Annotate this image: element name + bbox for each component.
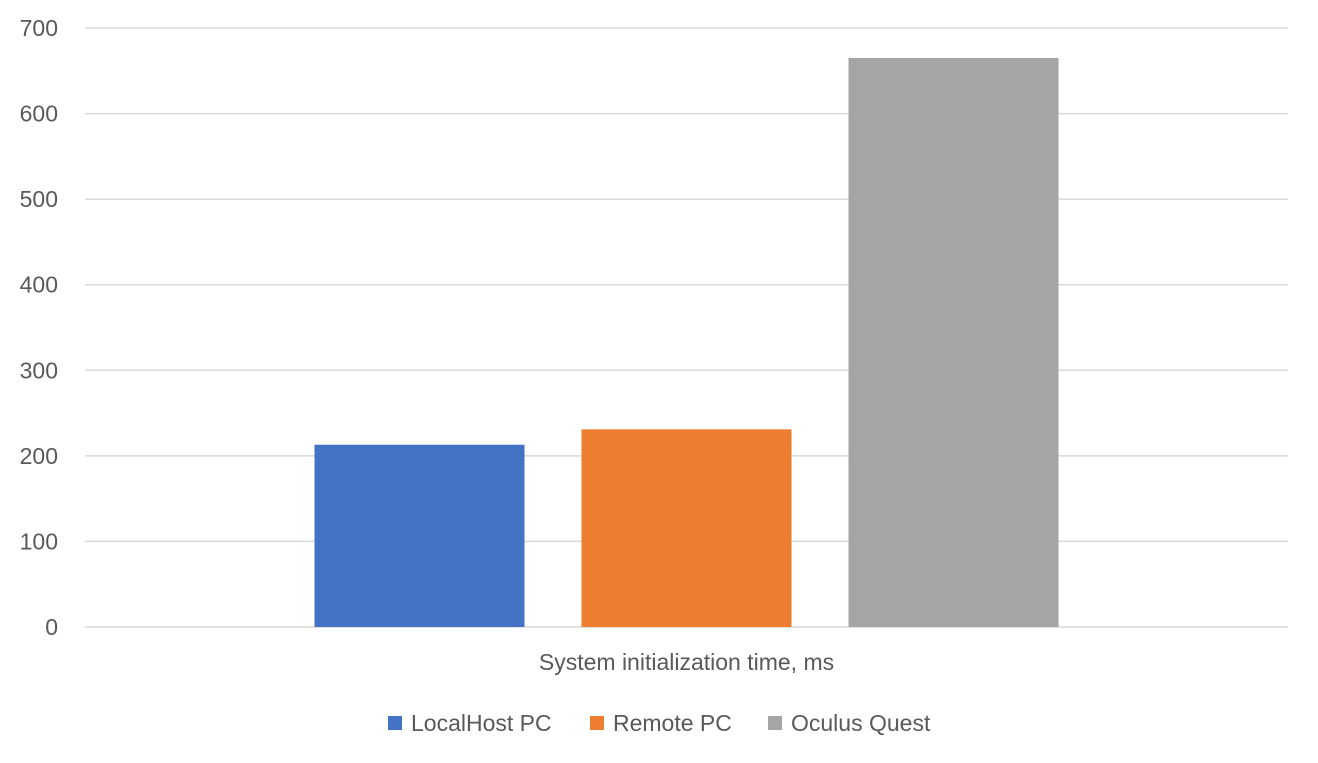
bar-oculus-quest xyxy=(848,57,1059,627)
legend-label: Remote PC xyxy=(613,710,732,736)
x-axis-labels: System initialization time, ms xyxy=(539,649,834,675)
y-tick-label: 0 xyxy=(45,614,58,640)
legend-swatch-oculus-quest xyxy=(768,716,782,730)
bars xyxy=(314,57,1059,627)
y-tick-label: 100 xyxy=(20,528,58,554)
x-category-label: System initialization time, ms xyxy=(539,649,834,675)
y-tick-label: 700 xyxy=(20,15,58,41)
legend-label: Oculus Quest xyxy=(791,710,931,736)
y-tick-label: 400 xyxy=(20,272,58,298)
legend-swatch-remote-pc xyxy=(590,716,604,730)
y-tick-label: 500 xyxy=(20,186,58,212)
legend-swatch-localhost-pc xyxy=(388,716,402,730)
bar-localhost-pc xyxy=(314,444,525,627)
y-tick-label: 600 xyxy=(20,101,58,127)
y-tick-label: 200 xyxy=(20,443,58,469)
y-tick-label: 300 xyxy=(20,357,58,383)
legend-label: LocalHost PC xyxy=(411,710,552,736)
bar-remote-pc xyxy=(581,429,792,627)
y-axis-ticks: 0 100 200 300 400 500 600 700 xyxy=(20,15,58,640)
legend: LocalHost PC Remote PC Oculus Quest xyxy=(388,710,931,736)
